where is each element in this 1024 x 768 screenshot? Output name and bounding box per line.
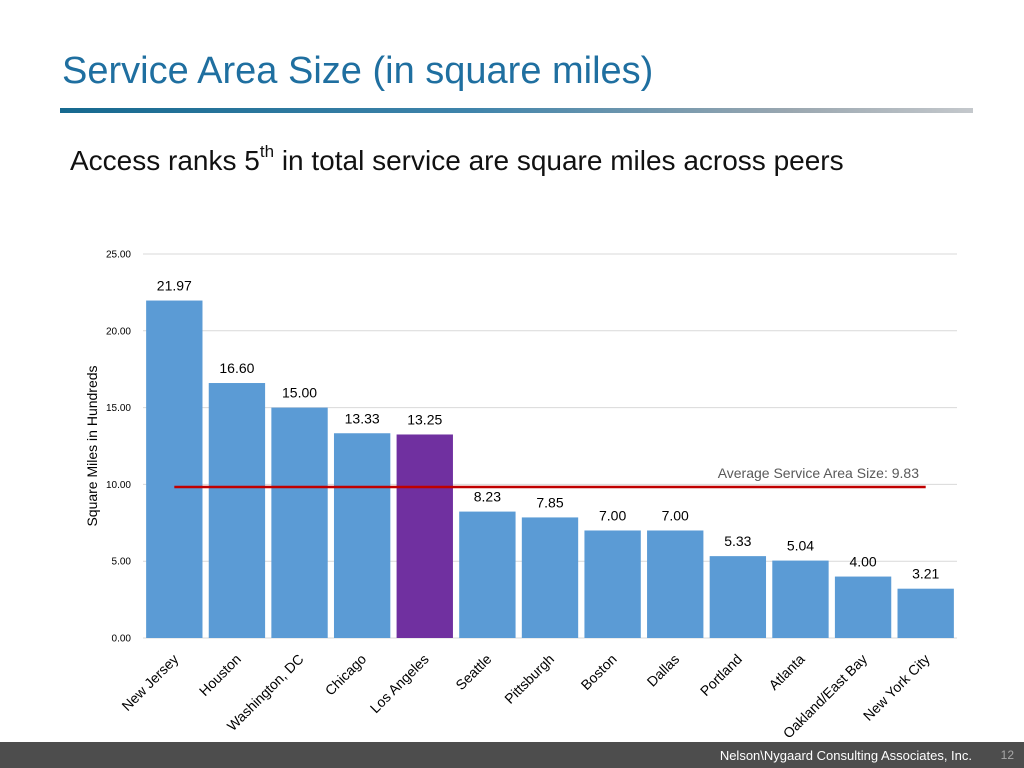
footer-bar: Nelson\Nygaard Consulting Associates, In… xyxy=(0,742,1024,768)
y-tick-label: 10.00 xyxy=(106,480,131,491)
bar xyxy=(146,300,203,638)
average-label: Average Service Area Size: 9.83 xyxy=(718,465,920,481)
y-tick-label: 5.00 xyxy=(112,557,132,568)
data-label: 3.21 xyxy=(912,566,939,582)
bar xyxy=(271,407,328,638)
subtitle-text-end: in total service are square miles across… xyxy=(274,145,844,176)
slide-subtitle: Access ranks 5th in total service are sq… xyxy=(70,142,844,177)
x-tick-label: Los Angeles xyxy=(367,651,432,716)
y-axis-title: Square Miles in Hundreds xyxy=(84,365,100,526)
y-tick-label: 0.00 xyxy=(112,634,132,645)
x-tick-label: Boston xyxy=(578,651,620,693)
x-tick-label: Dallas xyxy=(644,651,683,690)
bar xyxy=(396,434,453,638)
data-label: 5.04 xyxy=(787,538,814,554)
data-label: 16.60 xyxy=(219,360,254,376)
data-label: 7.00 xyxy=(599,507,626,523)
footer-company: Nelson\Nygaard Consulting Associates, In… xyxy=(719,748,972,763)
data-label: 21.97 xyxy=(157,278,192,294)
x-tick-label: Chicago xyxy=(322,651,370,699)
bar xyxy=(521,517,579,638)
data-label: 7.00 xyxy=(662,507,689,523)
bar xyxy=(333,433,391,638)
x-tick-label: Atlanta xyxy=(765,651,807,693)
x-tick-label: New York City xyxy=(860,651,933,724)
subtitle-superscript: th xyxy=(259,142,275,161)
x-tick-label: Pittsburgh xyxy=(501,651,557,707)
bar xyxy=(772,560,829,638)
title-divider xyxy=(60,108,973,113)
data-label: 15.00 xyxy=(282,385,317,401)
slide-title: Service Area Size (in square miles) xyxy=(62,50,654,92)
bar-chart: 21.97 16.60 15.00 13.33 13.25 8.23 7.85 7.00 7.0… xyxy=(84,250,957,741)
y-tick-label: 20.00 xyxy=(106,326,131,337)
x-tick-label: New Jersey xyxy=(118,651,181,714)
bar xyxy=(897,588,954,638)
data-label: 8.23 xyxy=(474,489,501,505)
bar xyxy=(647,530,704,638)
bar xyxy=(584,530,641,638)
y-tick-label: 25.00 xyxy=(106,250,131,261)
x-tick-label: Seattle xyxy=(452,651,494,693)
page-number: 12 xyxy=(1000,748,1014,762)
data-label: 13.33 xyxy=(345,410,380,426)
bar xyxy=(208,383,266,638)
data-label: 13.25 xyxy=(407,411,442,427)
data-label: 5.33 xyxy=(724,533,751,549)
bar xyxy=(709,556,767,638)
data-label: 7.85 xyxy=(536,494,563,510)
subtitle-text-start: Access ranks 5 xyxy=(70,145,260,176)
x-tick-label: Houston xyxy=(196,651,244,699)
y-tick-label: 15.00 xyxy=(106,403,131,414)
data-label: 4.00 xyxy=(849,554,876,570)
bar xyxy=(834,576,892,638)
x-tick-label: Portland xyxy=(697,651,745,699)
bar xyxy=(459,511,516,638)
